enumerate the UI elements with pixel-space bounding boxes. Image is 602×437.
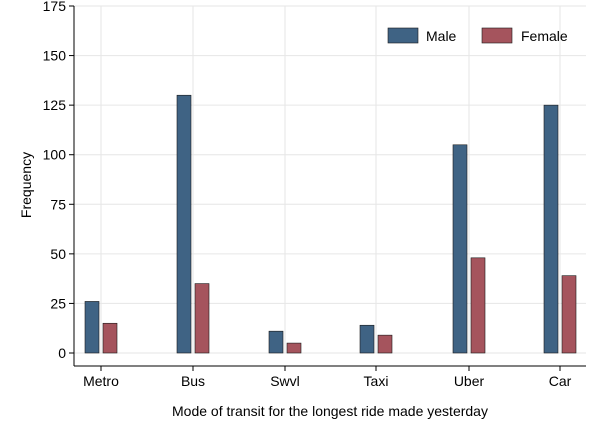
legend-swatch-female <box>481 27 513 44</box>
bar-male-swvl <box>268 330 284 354</box>
y-tick-label: 25 <box>50 295 66 311</box>
bar-male-car <box>543 104 559 354</box>
bar-female-metro <box>102 322 118 354</box>
bar-female-car <box>561 275 577 354</box>
legend-label-male: Male <box>426 28 457 44</box>
bar-male-bus <box>176 94 192 354</box>
y-tick-label: 150 <box>43 48 67 64</box>
bar-male-taxi <box>359 324 375 354</box>
bar-female-uber <box>470 257 486 354</box>
y-tick-label: 125 <box>43 97 67 113</box>
axes <box>73 6 586 367</box>
bar-female-taxi <box>377 334 393 354</box>
y-tick-label: 50 <box>50 246 66 262</box>
x-tick-label: Uber <box>454 373 485 389</box>
bar-female-bus <box>194 283 210 354</box>
bar-female-swvl <box>286 342 302 354</box>
y-tick-label: 75 <box>50 196 66 212</box>
x-axis-title: Mode of transit for the longest ride mad… <box>172 403 488 419</box>
y-axis-title: Frequency <box>18 152 34 218</box>
y-tick-label: 175 <box>43 0 67 14</box>
bar-male-uber <box>452 144 468 354</box>
bars <box>84 94 577 354</box>
bar-male-metro <box>84 301 100 354</box>
x-ticks: Metro Bus Swvl Taxi Uber Car <box>83 366 572 389</box>
x-tick-label: Taxi <box>364 373 389 389</box>
legend-label-female: Female <box>521 28 568 44</box>
x-tick-label: Car <box>549 373 572 389</box>
legend-swatch-male <box>387 27 419 44</box>
y-tick-label: 100 <box>43 147 67 163</box>
x-tick-label: Swvl <box>270 373 300 389</box>
legend: Male Female <box>387 27 568 44</box>
y-tick-label: 0 <box>58 345 66 361</box>
x-tick-label: Metro <box>83 373 119 389</box>
x-tick-label: Bus <box>181 373 205 389</box>
y-ticks: 0 25 50 75 100 125 150 175 <box>43 0 74 361</box>
grid-lines <box>74 5 586 354</box>
